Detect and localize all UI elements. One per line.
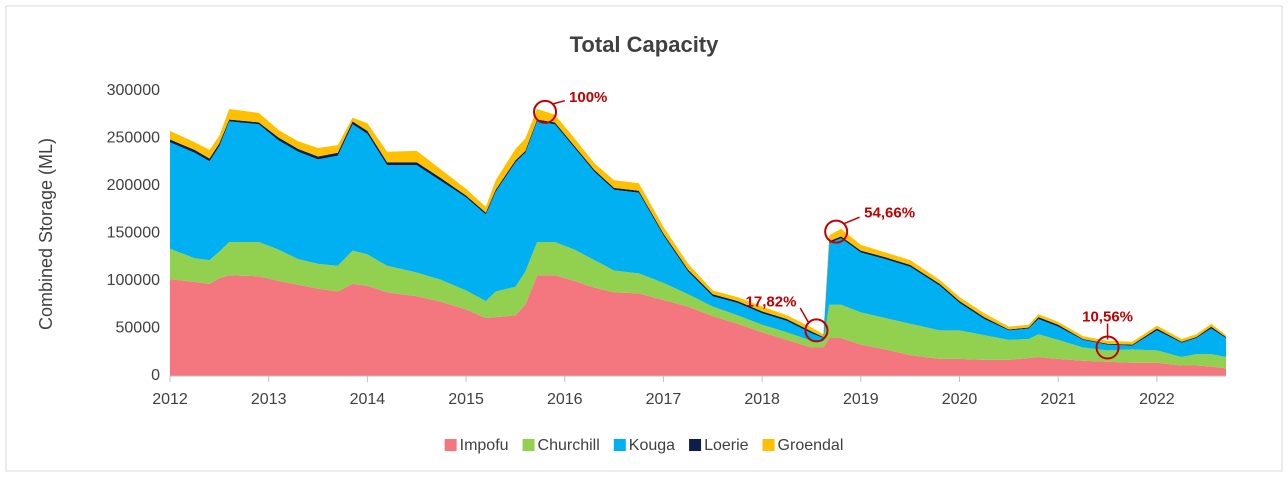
annotation-circle [804,318,829,343]
area [170,242,1226,369]
y-tick-label: 100000 [107,272,160,289]
x-tick-label: 2014 [350,391,386,408]
legend-swatch [689,439,702,451]
x-tick-label: 2018 [744,391,780,408]
legend-swatch [613,439,626,451]
x-tick-label: 2015 [448,391,484,408]
y-tick-label: 0 [151,367,160,384]
y-tick-label: 200000 [107,177,160,194]
x-tick-label: 2022 [1139,391,1175,408]
y-tick-label: 250000 [107,130,160,147]
chart-title: Total Capacity [570,32,720,57]
x-tick-label: 2012 [152,391,188,408]
annotation-label: 100% [569,89,607,106]
annotation-leader [799,307,810,323]
y-axis-label: Combined Storage (ML) [36,138,56,330]
legend-label: Churchill [538,437,600,454]
x-tick-label: 2016 [547,391,583,408]
annotation-leader [843,216,860,225]
y-tick-label: 50000 [116,320,161,337]
legend: Impofu Churchill Kouga Loerie Groendal [444,437,844,454]
annotation-label: 10,56% [1082,308,1133,325]
area [170,119,1226,346]
x-tick-label: 2020 [942,391,978,408]
x-tick-label: 2019 [843,391,879,408]
annotation-leader [552,99,566,105]
y-tick-label: 150000 [107,225,160,242]
legend-label: Groendal [778,437,844,454]
x-tick-label: 2013 [251,391,287,408]
legend-label: Kouga [629,437,675,454]
annotation-label: 54,66% [864,205,915,222]
legend-label: Loerie [704,437,749,454]
y-tick-label: 300000 [107,82,160,99]
x-tick-label: 2021 [1040,391,1076,408]
annotation-circle [533,99,558,124]
legend-swatch [522,439,535,451]
area [170,109,1226,345]
area [170,121,1226,358]
annotation-label: 17,82% [746,293,797,310]
legend-swatch [444,439,457,451]
x-tick-label: 2017 [646,391,682,408]
annotation-circle [824,219,849,244]
legend-swatch [762,439,775,451]
legend-label: Impofu [460,437,509,454]
area [170,275,1226,376]
